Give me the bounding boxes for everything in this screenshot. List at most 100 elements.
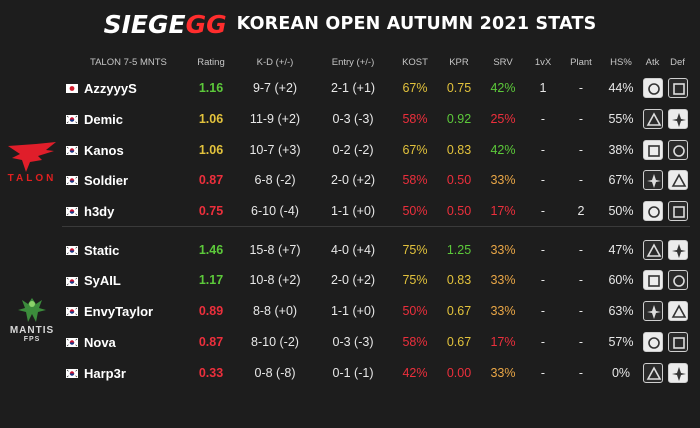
player-row[interactable]: Static 1.46 15-8 (+7) 4-0 (+4) 75% 1.25 33% - - 4… [62,234,690,265]
korea-flag-icon [66,112,78,127]
header-rating[interactable]: Rating [197,56,225,68]
player-cell: Soldier [62,165,186,196]
hs-cell: 67% [608,173,634,188]
def-operator-icon[interactable] [665,196,690,227]
rating-cell: 1.06 [198,112,224,127]
srv-cell: 17% [490,334,516,349]
mantis-logo-text: MANTIS [9,324,55,336]
header-atk[interactable]: Atk [645,56,660,68]
rating-cell: 0.75 [198,203,224,218]
player-row[interactable]: SyAIL 1.17 10-8 (+2) 2-0 (+2) 75% 0.83 33% - - 60… [62,265,690,296]
player-row[interactable]: h3dy 0.75 6-10 (-4) 1-1 (+0) 50% 0.50 17% - 2 50% [62,196,690,227]
entry-cell: 2-0 (+2) [330,273,376,288]
header-1vx[interactable]: 1vX [534,56,552,68]
atk-operator-icon[interactable] [640,165,665,196]
player-name[interactable]: SyAIL [84,273,121,289]
player-cell: Nova [62,327,186,358]
atk-operator-icon[interactable] [640,104,665,135]
entry-cell: 1-1 (+0) [330,203,376,218]
japan-flag-icon [66,81,78,96]
hs-cell: 50% [608,203,634,218]
player-cell: Static [62,234,186,265]
atk-operator-icon[interactable] [640,134,665,165]
def-operator-icon[interactable] [665,165,690,196]
atk-operator-icon[interactable] [640,73,665,104]
player-name[interactable]: Kanos [84,142,124,158]
def-operator-icon[interactable] [665,134,690,165]
header-entry[interactable]: Entry (+/-) [331,56,375,68]
player-name[interactable]: EnvyTaylor [84,304,154,320]
kpr-cell: 0.83 [446,273,472,288]
atk-operator-icon[interactable] [640,327,665,358]
player-cell: SyAIL [62,265,186,296]
kd-cell: 8-10 (-2) [251,334,299,349]
player-name[interactable]: Demic [84,112,124,128]
korea-flag-icon [66,304,78,319]
plant-cell: - [578,142,584,157]
player-row[interactable]: Harp3r 0.33 0-8 (-8) 0-1 (-1) 42% 0.00 33% - - 0% [62,357,690,388]
player-name[interactable]: Static [84,242,120,258]
player-row[interactable]: Demic 1.06 11-9 (+2) 0-3 (-3) 58% 0.92 25% - - 55… [62,104,690,135]
talon-team-logo: TALON [2,133,62,193]
player-row[interactable]: Soldier 0.87 6-8 (-2) 2-0 (+2) 58% 0.50 33% - - 6… [62,165,690,196]
player-row[interactable]: Kanos 1.06 10-7 (+3) 0-2 (-2) 67% 0.83 42% - - 38… [62,134,690,165]
header-hs[interactable]: HS% [610,56,632,68]
header-def[interactable]: Def [670,56,685,68]
def-operator-icon[interactable] [665,104,690,135]
player-name[interactable]: Harp3r [84,365,126,381]
srv-cell: 42% [490,81,516,96]
srv-cell: 33% [490,173,516,188]
atk-operator-icon[interactable] [640,234,665,265]
def-operator-icon[interactable] [665,265,690,296]
player-name[interactable]: AzzyyyS [84,81,137,97]
srv-cell: 17% [490,203,516,218]
player-name[interactable]: Soldier [84,173,129,189]
rating-cell: 0.87 [198,173,224,188]
player-name[interactable]: Nova [84,334,116,350]
player-cell: Kanos [62,134,186,165]
rating-cell: 1.17 [198,273,224,288]
korea-flag-icon [66,143,78,158]
plant-cell: - [578,365,584,380]
atk-operator-icon[interactable] [640,196,665,227]
player-cell: h3dy [62,196,186,227]
player-row[interactable]: AzzyyyS 1.16 9-7 (+2) 2-1 (+1) 67% 0.75 42% 1 - 4… [62,73,690,104]
hs-cell: 44% [608,81,634,96]
atk-operator-icon[interactable] [640,357,665,388]
onevx-cell: - [540,334,546,349]
hs-cell: 60% [608,273,634,288]
def-operator-icon[interactable] [665,73,690,104]
kpr-cell: 0.00 [446,365,472,380]
def-operator-icon[interactable] [665,234,690,265]
player-row[interactable]: Nova 0.87 8-10 (-2) 0-3 (-3) 58% 0.67 17% - - 57% [62,327,690,358]
hs-cell: 47% [608,242,634,257]
header-team[interactable]: TALON 7-5 MNTS [90,56,167,68]
kost-cell: 67% [402,142,428,157]
entry-cell: 0-2 (-2) [332,142,374,157]
siegegg-logo[interactable]: SIEGEGG [103,9,227,39]
rating-cell: 1.46 [198,242,224,257]
onevx-cell: 1 [539,81,547,96]
onevx-cell: - [540,112,546,127]
talon-logo-text: TALON [7,173,57,184]
header-srv[interactable]: SRV [493,56,513,68]
header-kpr[interactable]: KPR [449,56,469,68]
player-cell: Harp3r [62,357,186,388]
header-plant[interactable]: Plant [570,56,592,68]
kd-cell: 6-8 (-2) [254,173,296,188]
header-kd[interactable]: K-D (+/-) [256,56,294,68]
header-kost[interactable]: KOST [402,56,428,68]
onevx-cell: - [540,173,546,188]
talon-bird-icon [8,142,56,172]
player-cell: Demic [62,104,186,135]
def-operator-icon[interactable] [665,357,690,388]
def-operator-icon[interactable] [665,296,690,327]
def-operator-icon[interactable] [665,327,690,358]
atk-operator-icon[interactable] [640,265,665,296]
player-row[interactable]: EnvyTaylor 0.89 8-8 (+0) 1-1 (+0) 50% 0.67 33%… [62,296,690,327]
hs-cell: 38% [608,142,634,157]
korea-flag-icon [66,243,78,258]
onevx-cell: - [540,142,546,157]
player-name[interactable]: h3dy [84,203,115,219]
atk-operator-icon[interactable] [640,296,665,327]
